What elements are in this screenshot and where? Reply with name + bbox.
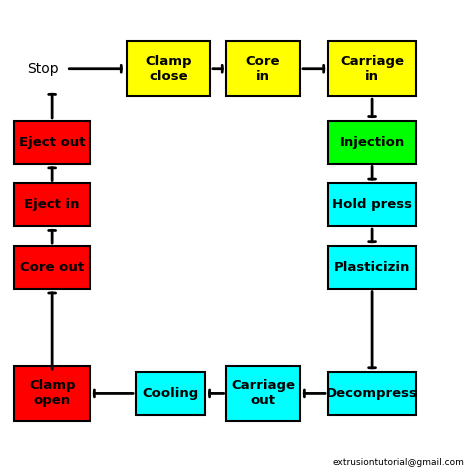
FancyBboxPatch shape <box>14 183 90 226</box>
FancyBboxPatch shape <box>227 42 300 96</box>
FancyBboxPatch shape <box>14 246 90 289</box>
Text: Eject in: Eject in <box>24 198 80 211</box>
FancyBboxPatch shape <box>127 42 210 96</box>
Text: Core
in: Core in <box>246 55 280 83</box>
Text: extrusiontutorial@gmail.com: extrusiontutorial@gmail.com <box>333 458 465 467</box>
FancyBboxPatch shape <box>328 183 416 226</box>
FancyBboxPatch shape <box>328 121 416 164</box>
FancyBboxPatch shape <box>227 366 300 421</box>
Text: Hold press: Hold press <box>332 198 412 211</box>
Text: Injection: Injection <box>339 136 405 149</box>
FancyBboxPatch shape <box>14 121 90 164</box>
FancyBboxPatch shape <box>328 42 416 96</box>
Text: Carriage
out: Carriage out <box>231 379 295 408</box>
Text: Clamp
open: Clamp open <box>29 379 75 408</box>
Text: Eject out: Eject out <box>19 136 85 149</box>
Text: Clamp
close: Clamp close <box>145 55 191 83</box>
FancyBboxPatch shape <box>136 372 205 415</box>
Text: Core out: Core out <box>20 261 84 274</box>
Text: Cooling: Cooling <box>143 387 199 400</box>
FancyBboxPatch shape <box>14 366 90 421</box>
Text: Carriage
in: Carriage in <box>340 55 404 83</box>
Text: Plasticizin: Plasticizin <box>334 261 410 274</box>
Text: Stop: Stop <box>27 62 58 76</box>
FancyBboxPatch shape <box>328 246 416 289</box>
Text: Decompress: Decompress <box>326 387 418 400</box>
FancyBboxPatch shape <box>328 372 416 415</box>
